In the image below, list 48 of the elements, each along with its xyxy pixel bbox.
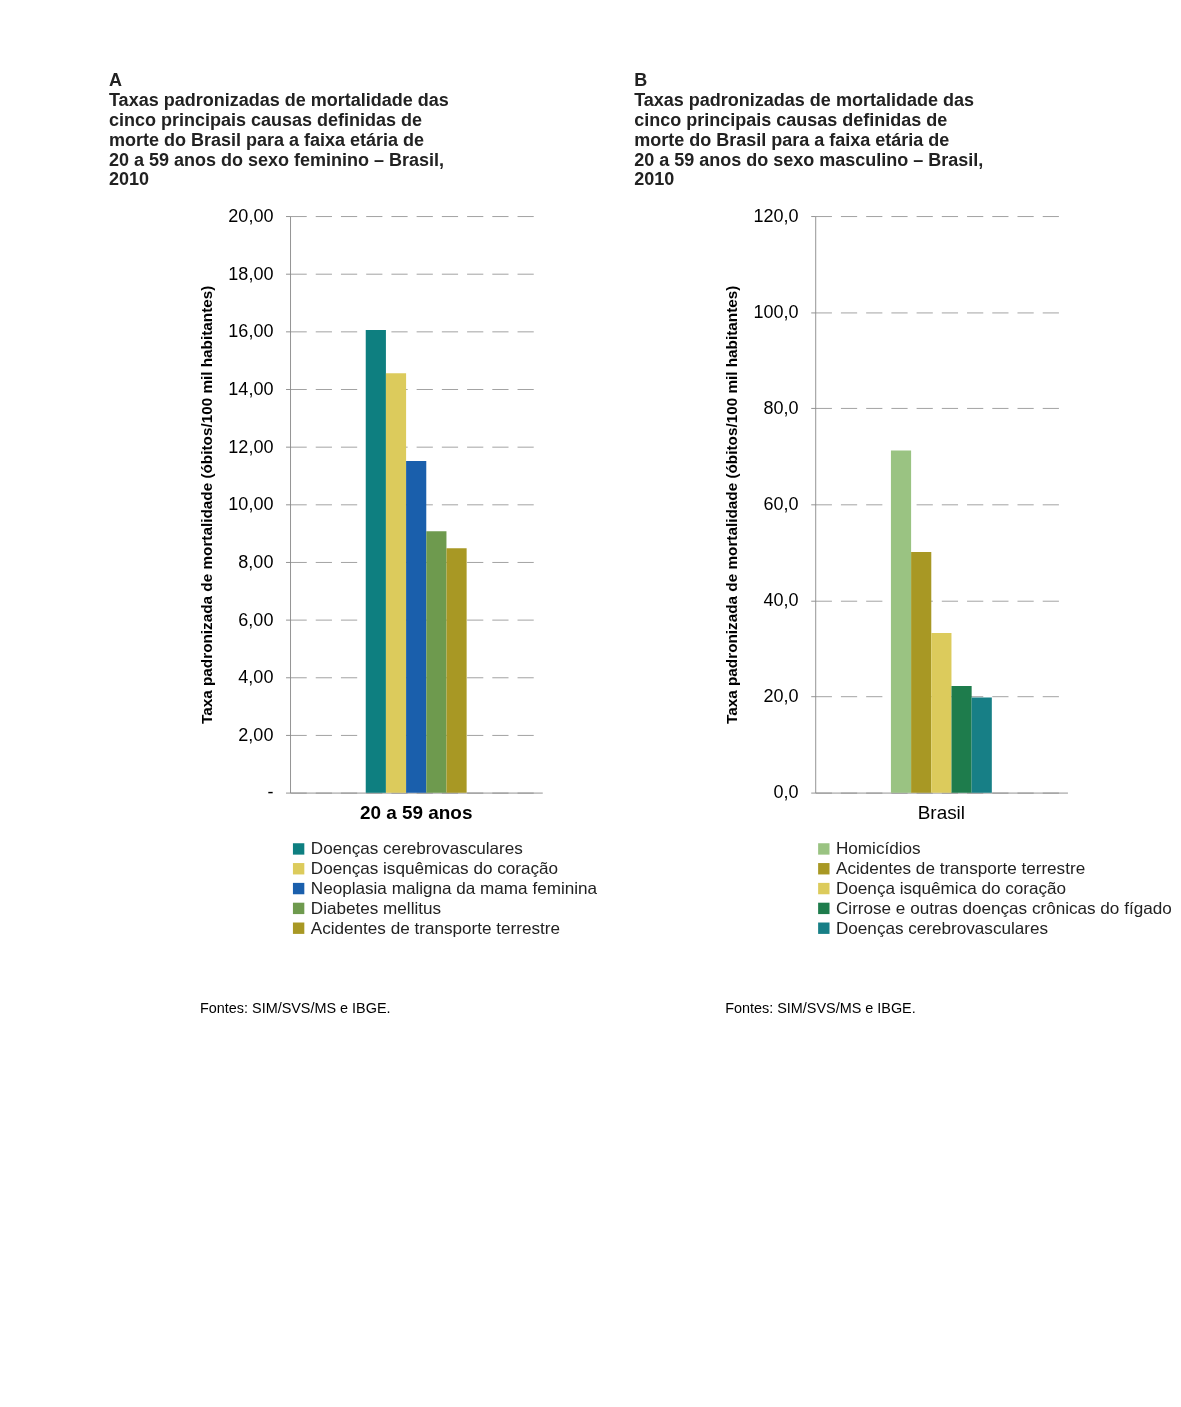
legend-label: Acidentes de transporte terrestre	[835, 859, 1086, 879]
bar	[365, 329, 386, 793]
chart-title: Taxas padronizadas de mortalidade das cinco principais causas definidas de morte do Brasil para a faixa etária de 20 a 59 anos do sexo masculino – Brasil, 2010	[634, 90, 984, 190]
y-tick-label: 10,00	[228, 494, 274, 515]
y-tick-label: 40,0	[763, 590, 799, 611]
y-tick-label: 8,00	[238, 551, 274, 572]
chart-title: Taxas padronizadas de mortalidade das cinco principais causas definidas de morte do Brasil para a faixa etária de 20 a 59 anos do sexo feminino – Brasil, 2010	[108, 90, 449, 190]
x-tick-label: 20 a 59 anos	[359, 802, 473, 824]
legend-label: Acidentes de transporte terrestre	[310, 918, 560, 938]
bar	[446, 548, 467, 793]
y-tick-label: 20,00	[228, 205, 274, 226]
text: Fontes: SIM/SVS/MS e IBGE.	[199, 1000, 391, 1017]
text: A	[108, 70, 122, 91]
y-tick-label: 120,0	[753, 205, 799, 226]
y-tick-label: 18,00	[228, 263, 274, 284]
legend-label: Doenças cerebrovasculares	[835, 918, 1049, 938]
bar	[426, 531, 447, 793]
legend-label: Doenças cerebrovasculares	[310, 839, 523, 859]
y-tick-label: 12,00	[228, 436, 274, 457]
y-tick-label: 80,0	[763, 398, 799, 419]
legend-label: Doença isquêmica do coração	[835, 878, 1067, 898]
legend-label: Doenças isquêmicas do coração	[310, 859, 559, 879]
text: Fontes: SIM/SVS/MS e IBGE.	[725, 1000, 916, 1017]
y-tick-label: 60,0	[763, 494, 799, 515]
bar	[911, 551, 932, 793]
legend-label: Homicídios	[835, 839, 921, 859]
y-tick-label: -	[267, 782, 274, 803]
y-axis-title: Taxa padronizada de mortalidade (óbitos/100 mil habitantes)	[723, 285, 741, 724]
bar	[406, 461, 427, 793]
bar	[971, 697, 992, 793]
y-tick-label: 6,00	[238, 609, 274, 630]
y-tick-label: 2,00	[238, 724, 274, 745]
bar	[951, 685, 972, 793]
bar	[890, 450, 912, 793]
x-tick-label: Brasil	[917, 802, 966, 824]
legend-label: Diabetes mellitus	[310, 898, 442, 918]
y-tick-label: 100,0	[753, 302, 799, 323]
y-tick-label: 20,0	[763, 686, 799, 707]
y-tick-label: 14,00	[228, 378, 274, 399]
y-tick-label: 16,00	[228, 321, 274, 342]
y-axis-title: Taxa padronizada de mortalidade (óbitos/100 mil habitantes)	[198, 285, 216, 724]
bar	[931, 633, 952, 793]
y-tick-label: 0,0	[773, 782, 799, 803]
y-tick-label: 4,00	[238, 667, 274, 688]
bar	[385, 373, 407, 793]
legend-label: Cirrose e outras doenças crônicas do fígado	[835, 898, 1172, 918]
legend-label: Neoplasia maligna da mama feminina	[310, 878, 598, 898]
text: B	[634, 70, 648, 91]
